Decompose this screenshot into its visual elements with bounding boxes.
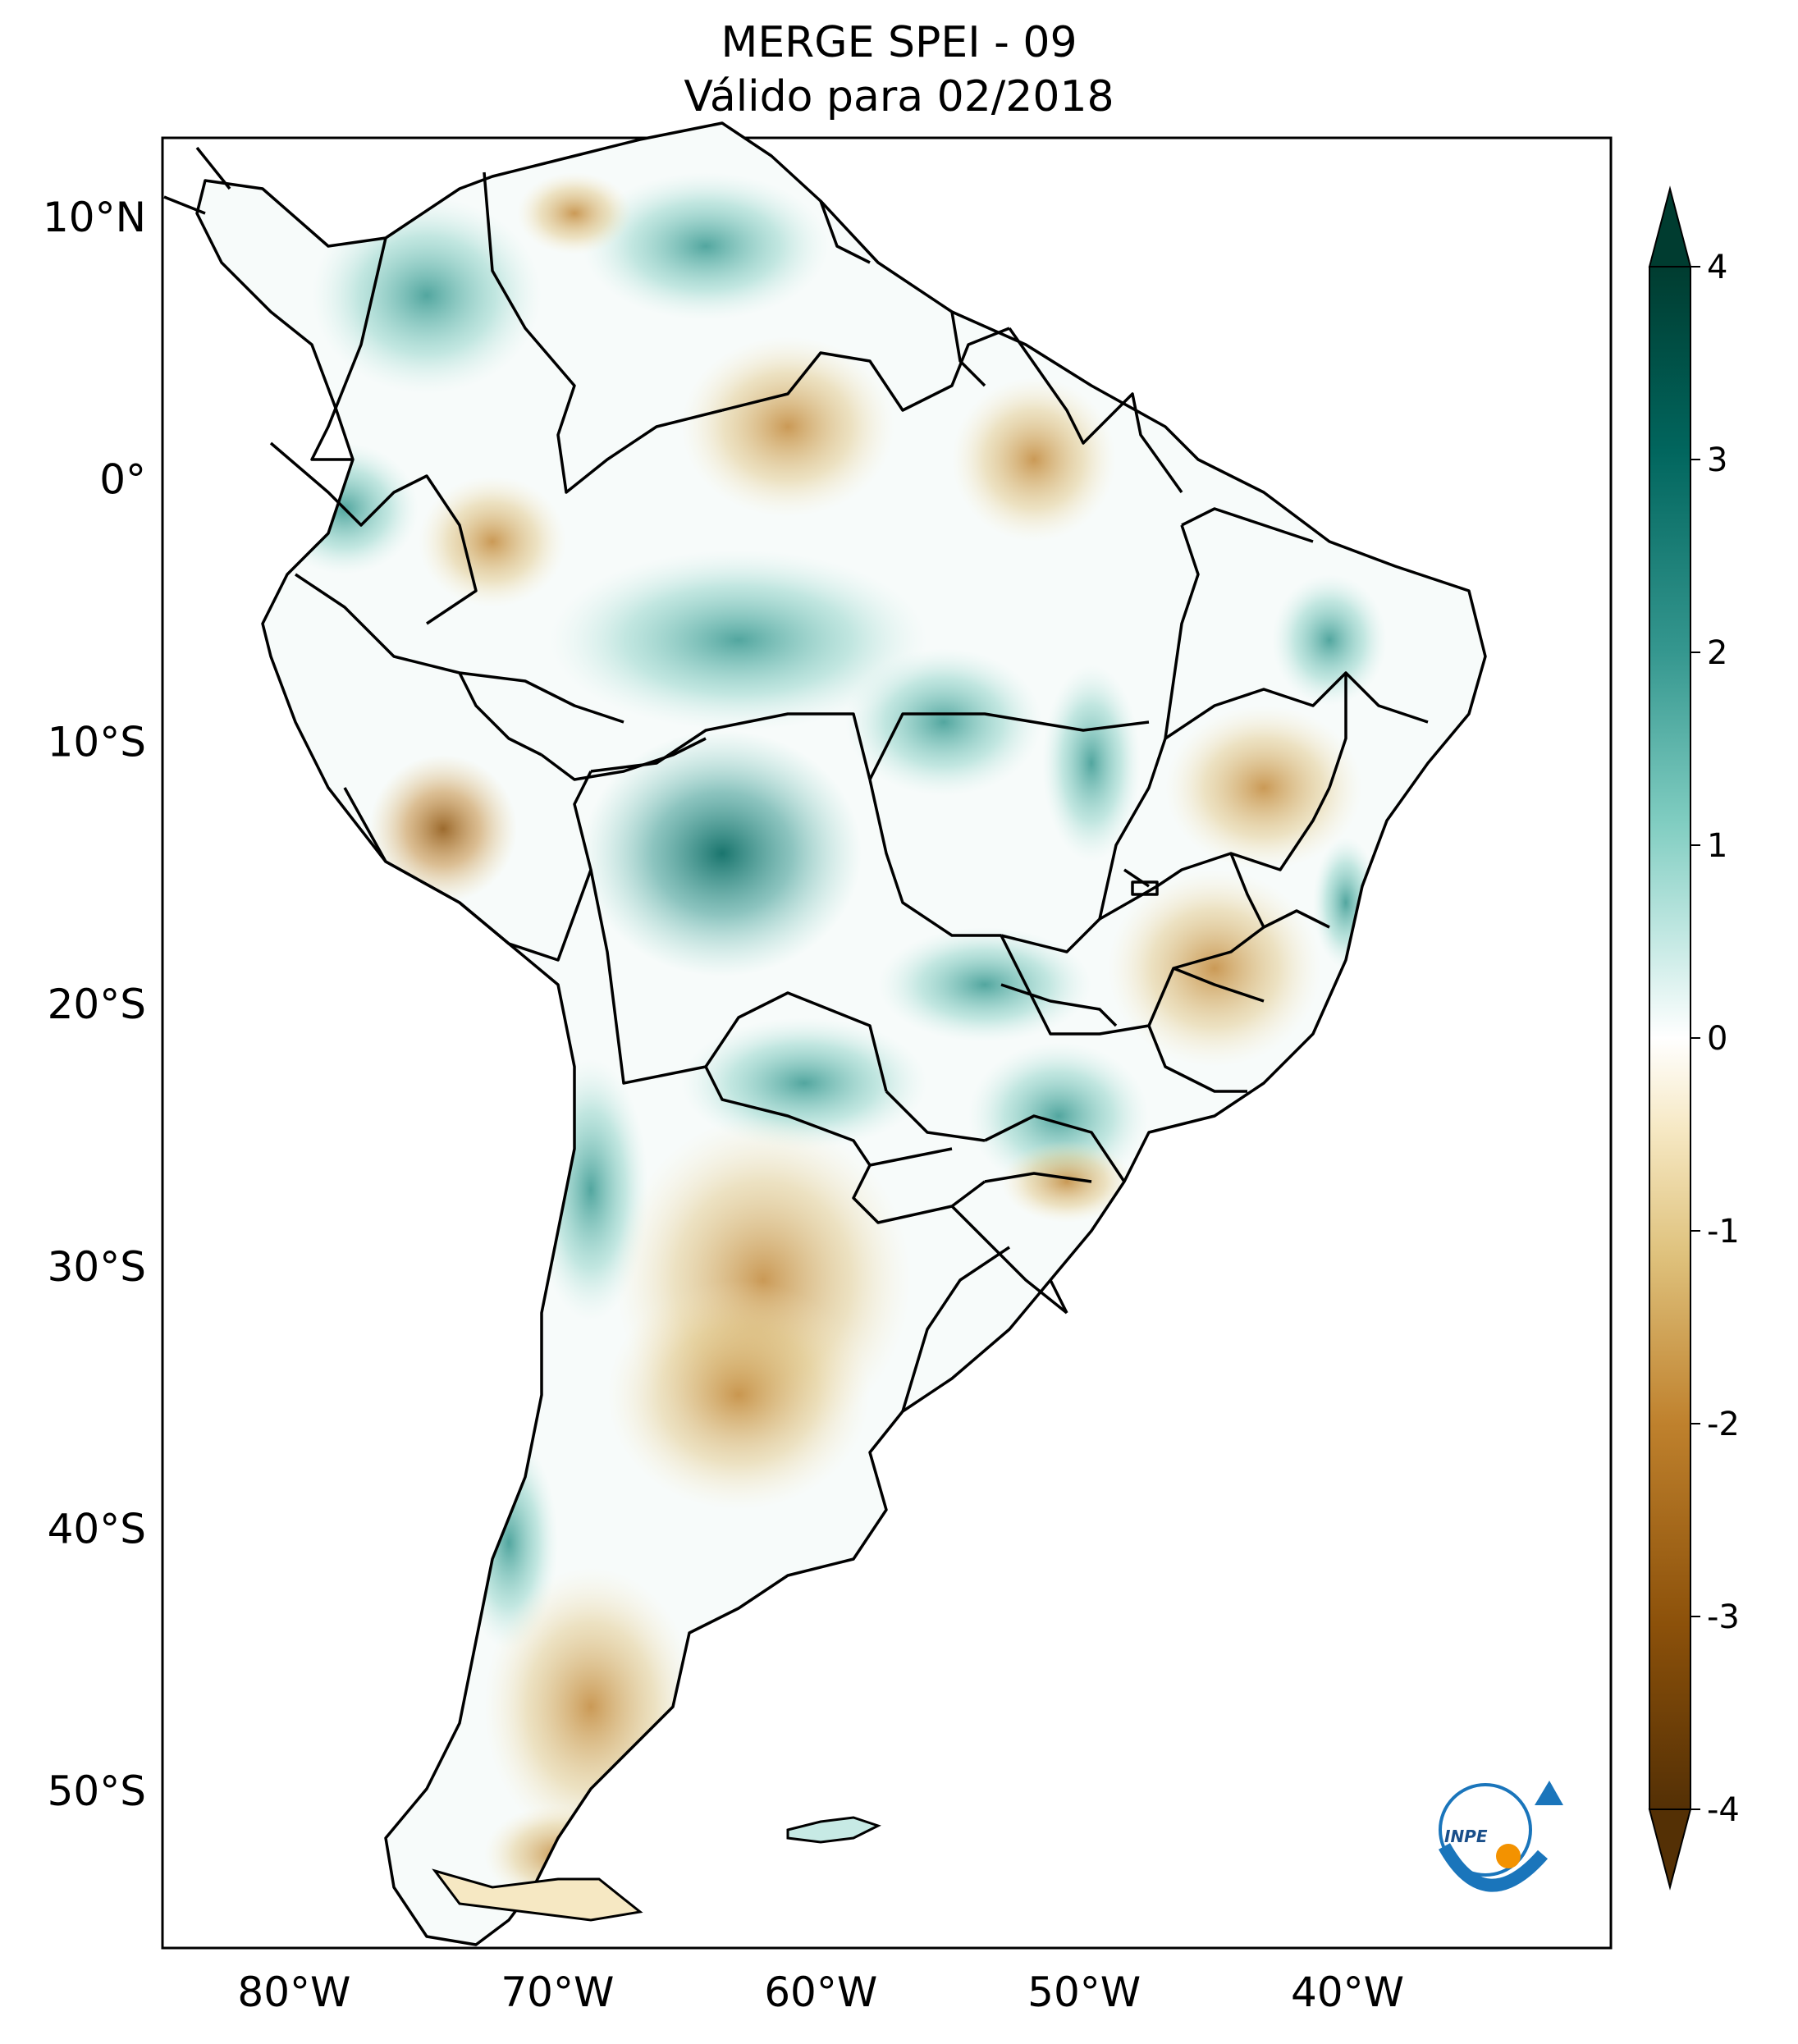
colorbar: 4 3 2 1 0 -1 -2 -3 -4: [1648, 185, 1740, 1891]
latitude-labels: 10°N 0° 10°S 20°S 30°S 40°S 50°S: [43, 194, 146, 1815]
colorbar-tick-label: 3: [1707, 441, 1727, 479]
colorbar-tick-label: 1: [1707, 827, 1727, 865]
colorbar-min-arrow: [1648, 1809, 1692, 1891]
coastline-borders: [163, 121, 1487, 1946]
lat-label: 10°N: [43, 194, 146, 241]
colorbar-tick-label: -2: [1707, 1406, 1740, 1443]
inpe-logo: INPE: [1439, 1781, 1563, 1892]
lat-label: 20°S: [48, 981, 146, 1028]
lon-label: 70°W: [501, 1969, 614, 2016]
colorbar-max-arrow: [1648, 185, 1692, 268]
lon-label: 80°W: [237, 1969, 350, 2016]
lon-label: 40°W: [1291, 1969, 1404, 2016]
lat-label: 50°S: [48, 1767, 146, 1815]
colorbar-tick-label: 0: [1707, 1020, 1727, 1058]
falkland-islands: [786, 1816, 881, 1844]
map-title: MERGE SPEI - 09: [721, 18, 1077, 67]
colorbar-tick-label: -3: [1707, 1598, 1740, 1636]
logo-text: INPE: [1444, 1827, 1488, 1846]
colorbar-tick-label: -1: [1707, 1213, 1740, 1251]
lon-label: 50°W: [1027, 1969, 1141, 2016]
lat-label: 30°S: [48, 1243, 146, 1291]
colorbar-tick-label: -4: [1707, 1791, 1740, 1829]
lat-label: 0°: [99, 456, 146, 504]
lon-label: 60°W: [764, 1969, 877, 2016]
colorbar-tick-label: 4: [1707, 249, 1727, 286]
lat-label: 10°S: [48, 718, 146, 766]
tierra-del-fuego: [432, 1868, 643, 1922]
longitude-labels: 80°W 70°W 60°W 50°W 40°W: [237, 1969, 1404, 2016]
lat-label: 40°S: [48, 1505, 146, 1552]
spei-field: [197, 123, 1485, 1945]
map-subtitle: Válido para 02/2018: [684, 72, 1114, 121]
colorbar-tick-label: 2: [1707, 634, 1727, 672]
